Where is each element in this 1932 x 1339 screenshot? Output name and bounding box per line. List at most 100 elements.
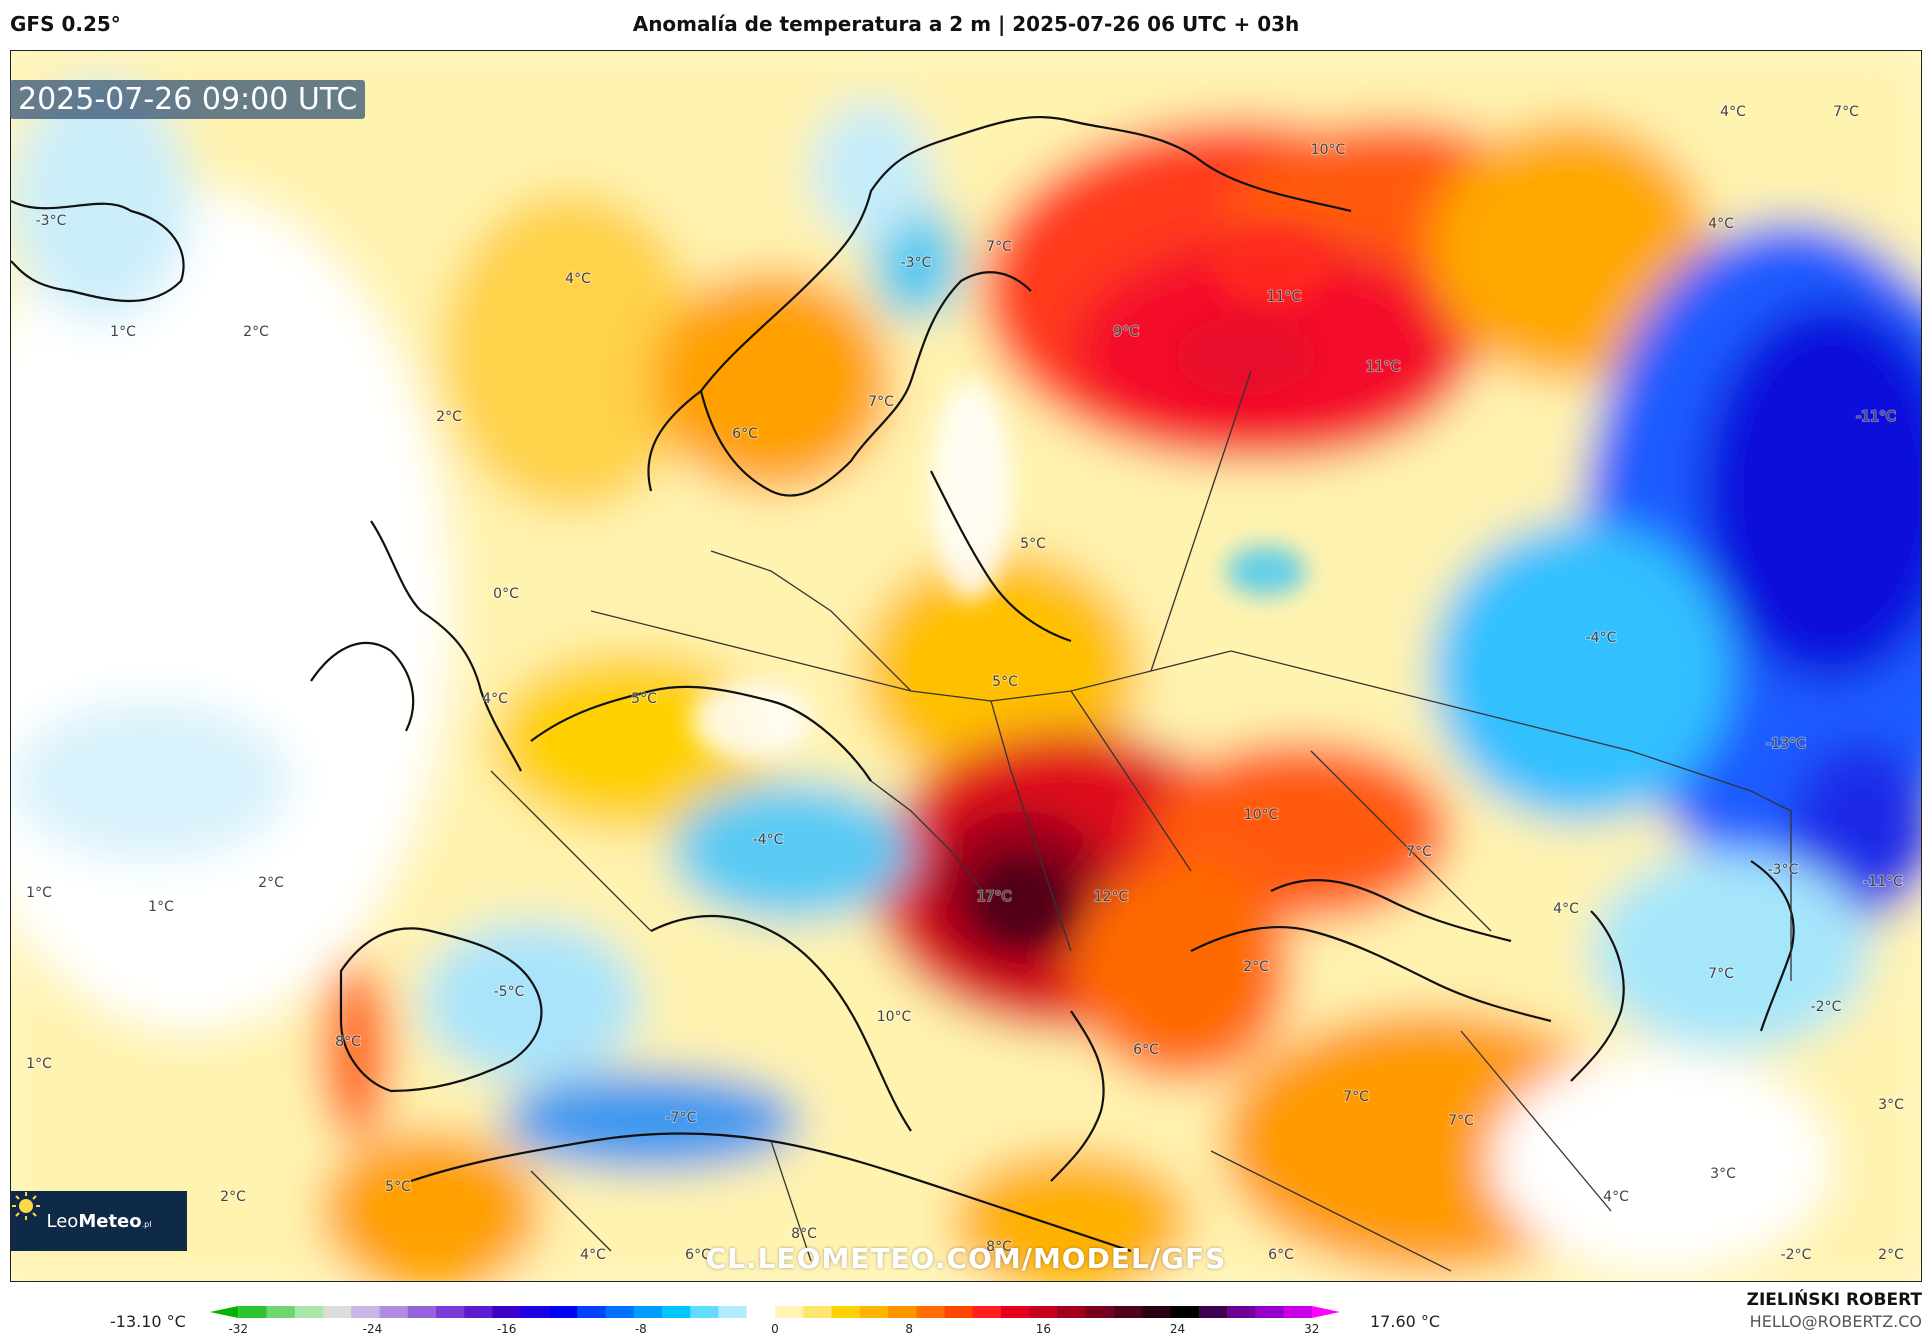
map-title: Anomalía de temperatura a 2 m | 2025-07-… [632, 12, 1300, 36]
anomaly-label: 8°C [335, 1034, 361, 1050]
colorbar-tick-label: 32 [1304, 1322, 1319, 1336]
anomaly-label: 6°C [732, 426, 758, 442]
anomaly-label: -2°C [1811, 999, 1842, 1015]
colorbar-cell [803, 1306, 832, 1318]
colorbar-cell [690, 1306, 719, 1318]
anomaly-label: 7°C [1833, 104, 1859, 120]
colorbar-cell [1227, 1306, 1256, 1318]
colorbar-tick-label: -24 [363, 1322, 383, 1336]
colorbar-cell [633, 1306, 663, 1318]
anomaly-label: 7°C [1708, 966, 1734, 982]
anomaly-label: 5°C [1020, 536, 1046, 552]
anomaly-label: 12°C [1094, 889, 1129, 905]
colorbar-cell [1255, 1306, 1284, 1318]
anomaly-field [11, 51, 1921, 1281]
colorbar-min-label: -13.10 °C [110, 1312, 186, 1331]
temperature-anomaly-map[interactable]: -3°C 1°C 2°C 4°C -3°C 7°C 10°C 4°C 7°C 4… [10, 50, 1922, 1282]
anomaly-label: 10°C [877, 1009, 912, 1025]
colorbar-cell [972, 1306, 1002, 1318]
colorbar-ticks: -32 -24 -16 -8 0 8 16 24 32 [228, 1322, 1319, 1336]
anomaly-label: 2°C [220, 1189, 246, 1205]
anomaly-label: 1°C [148, 899, 174, 915]
colorbar-cell [944, 1306, 974, 1318]
author-email[interactable]: HELLO@ROBERTZ.CO [1749, 1312, 1922, 1331]
anomaly-label: 5°C [992, 674, 1018, 690]
colorbar-cell [662, 1306, 691, 1318]
leometeo-logo: LeoMeteo.pl [11, 1191, 187, 1251]
colorbar-cell [916, 1306, 945, 1318]
anomaly-label: 11°C [1366, 359, 1401, 375]
anomaly-label: 11°C [1267, 289, 1302, 305]
anomaly-label: 9°C [1113, 324, 1139, 340]
colorbar-cell [1029, 1306, 1058, 1318]
anomaly-label: 10°C [1244, 807, 1279, 823]
anomaly-label: 7°C [1448, 1113, 1474, 1129]
colorbar-cell [549, 1306, 578, 1318]
anomaly-labels: -3°C 1°C 2°C 4°C -3°C 7°C 10°C 4°C 7°C 4… [25, 103, 1905, 1264]
colorbar-cell [323, 1306, 352, 1318]
colorbar-cell [238, 1306, 267, 1318]
colorbar-cell [464, 1306, 493, 1318]
anomaly-label: 8°C [791, 1226, 817, 1242]
anomaly-label: 17°C [977, 889, 1012, 905]
colorbar-tick-label: -32 [228, 1322, 248, 1336]
colorbar-cell [294, 1306, 324, 1318]
colorbar-tick-label: 16 [1036, 1322, 1051, 1336]
anomaly-label: 2°C [1878, 1247, 1904, 1263]
author-name: ZIELIŃSKI ROBERT [1746, 1290, 1922, 1310]
anomaly-label: -13°C [1766, 736, 1806, 752]
anomaly-label: 4°C [1603, 1189, 1629, 1205]
anomaly-label: 2°C [258, 875, 284, 891]
anomaly-label: 7°C [868, 394, 894, 410]
colorbar-tick-label: 8 [905, 1322, 913, 1336]
valid-time-badge: 2025-07-26 09:00 UTC [10, 80, 366, 119]
colorbar-cell [775, 1306, 804, 1318]
anomaly-label: 2°C [243, 324, 269, 340]
colorbar-cell [407, 1306, 437, 1318]
colorbar-cell [1057, 1306, 1087, 1318]
anomaly-label: 10°C [1311, 142, 1346, 158]
colorbar-cell [351, 1306, 380, 1318]
anomaly-label: 7°C [1406, 844, 1432, 860]
anomaly-label: 7°C [1343, 1089, 1369, 1105]
colorbar-cell [266, 1306, 296, 1318]
anomaly-label: -7°C [666, 1110, 697, 1126]
colorbar-cell [1085, 1306, 1115, 1318]
anomaly-label: 3°C [1878, 1097, 1904, 1113]
colorbar-cell [1198, 1306, 1228, 1318]
model-name: GFS 0.25° [10, 12, 121, 36]
colorbar-cell [210, 1306, 239, 1318]
anomaly-label: -11°C [1856, 409, 1896, 425]
logo-text: LeoMeteo.pl [46, 1210, 152, 1232]
colorbar-cell [831, 1306, 861, 1318]
colorbar-cell [888, 1306, 917, 1318]
colorbar-cells [210, 1306, 1340, 1318]
anomaly-label: 1°C [26, 1056, 52, 1072]
anomaly-label: 6°C [1268, 1247, 1294, 1263]
colorbar-tick-label: -16 [497, 1322, 517, 1336]
anomaly-label: 4°C [565, 271, 591, 287]
colorbar-cell [1114, 1306, 1143, 1318]
anomaly-label: 6°C [685, 1247, 711, 1263]
anomaly-label: 2°C [436, 409, 462, 425]
anomaly-label: 7°C [986, 239, 1012, 255]
colorbar: -32 -24 -16 -8 0 8 16 24 32 [210, 1306, 1340, 1336]
colorbar-cell [492, 1306, 522, 1318]
anomaly-label: 4°C [482, 691, 508, 707]
anomaly-label: 5°C [631, 691, 657, 707]
colorbar-tick-label: 0 [771, 1322, 779, 1336]
anomaly-label: 4°C [1553, 901, 1579, 917]
colorbar-tick-label: 24 [1170, 1322, 1185, 1336]
map-canvas: -3°C 1°C 2°C 4°C -3°C 7°C 10°C 4°C 7°C 4… [11, 51, 1921, 1281]
colorbar-cell [718, 1306, 748, 1318]
anomaly-label: -3°C [901, 255, 932, 271]
colorbar-tick-label: -8 [635, 1322, 647, 1336]
colorbar-cell [577, 1306, 606, 1318]
anomaly-label: 8°C [986, 1239, 1012, 1255]
colorbar-cell [1001, 1306, 1030, 1318]
colorbar-cell [859, 1306, 889, 1318]
colorbar-cell [1142, 1306, 1171, 1318]
anomaly-label: -4°C [753, 832, 784, 848]
country-borders [490, 370, 1792, 1272]
colorbar-cell [379, 1306, 409, 1318]
